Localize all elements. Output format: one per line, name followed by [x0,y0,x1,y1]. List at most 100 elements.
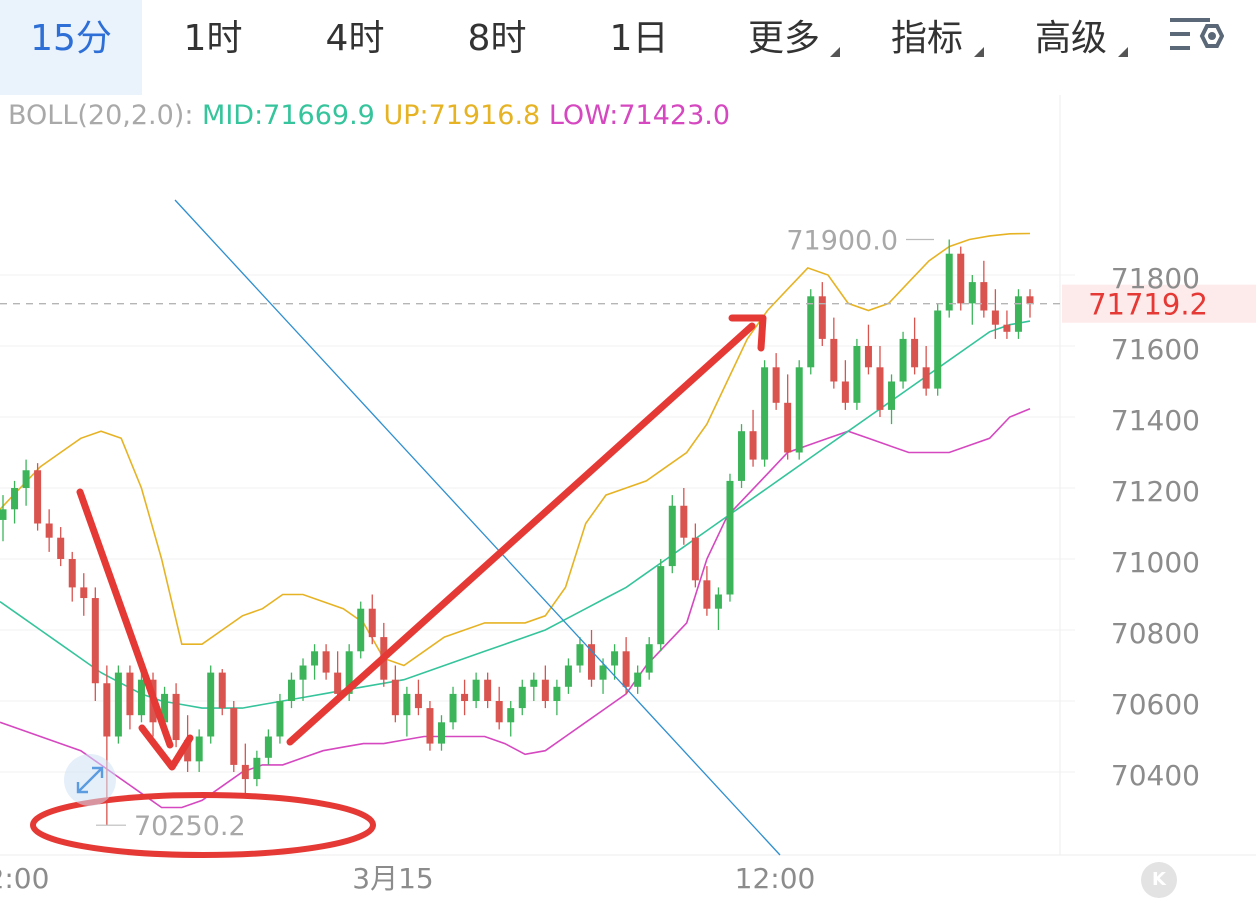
candle-body [784,402,792,453]
low-point-ellipse [30,792,376,858]
candle [45,509,53,552]
candle-body [668,505,676,567]
tab-advanced[interactable]: 高级 [1028,0,1128,95]
chart-settings-icon[interactable] [1170,12,1225,60]
candle-body [1014,296,1022,332]
candlestick-chart[interactable]: 71719.2 71900.0 70250.2 71800 71600 71400 712… [0,95,1256,895]
tab-label: 1时 [183,18,243,59]
candle-body [368,608,376,638]
tab-1h[interactable]: 1时 [142,0,284,95]
candle-body [991,310,999,325]
tab-4h[interactable]: 4时 [284,0,426,95]
candle [645,637,653,680]
candle [334,651,342,701]
candle-body [172,693,180,741]
candle-body [345,651,353,694]
candle-body [611,651,619,666]
y-tick-label: 71600 [1111,333,1200,366]
tab-indicators[interactable]: 指标 [884,0,984,95]
x-axis: 2:00 3月15 12:00 [0,862,815,895]
candle [807,289,815,375]
candle-body [726,480,734,595]
timeframe-tabbar: 15分 1时 4时 8时 1日 更多 指标 高级 [0,0,1256,95]
candle-body [507,708,515,723]
candle [253,750,261,787]
y-tick-label: 70800 [1111,617,1200,650]
y-tick-label: 71000 [1111,546,1200,579]
candle-body [11,488,19,510]
candle [784,374,792,460]
candle [1003,310,1011,339]
boll-up: UP:71916.8 [383,100,541,131]
candle-body [357,608,365,652]
candle [830,317,838,389]
tab-label: 1日 [609,18,669,59]
candle [634,665,642,694]
tab-label: 高级 [1034,18,1107,59]
dropdown-caret-icon [974,47,984,57]
candle [738,424,746,488]
candle-body [184,740,192,762]
candle-body [322,651,330,673]
candle-body [137,679,145,716]
candle-body [195,736,203,762]
candle-body [934,310,942,389]
candle-body [253,757,261,780]
candle-body [461,693,469,701]
candle [322,644,330,680]
candle-body [299,665,307,680]
candle-body [103,683,111,737]
candle-body [945,253,953,311]
candle [68,551,76,602]
candle-body [795,367,803,453]
candle-body [657,566,665,645]
down-arrow-shaft [76,488,174,749]
tab-label: 4时 [325,18,385,59]
x-tick-label: 3月15 [352,862,433,895]
tab-label: 8时 [467,18,527,59]
candle-body [761,367,769,460]
candle-body [1003,324,1011,332]
boll-legend: BOLL(20,2.0): MID:71669.9 UP:71916.8 LOW… [8,100,730,131]
candle [795,360,803,460]
candle [888,374,896,425]
candle [426,701,434,751]
candle-body [34,470,42,524]
candle [0,495,7,542]
candle-body [126,672,134,716]
candle [622,637,630,694]
y-tick-label: 70600 [1111,688,1200,721]
tab-more[interactable]: 更多 [742,0,840,95]
bollinger-bands [0,232,1031,809]
candle-body [876,367,884,410]
candle [553,679,561,716]
candle-body [91,598,99,684]
candle [714,587,722,630]
candle [137,672,145,723]
candle [899,331,907,389]
tab-1d[interactable]: 1日 [568,0,710,95]
candle [680,488,688,545]
annotations: 71719.2 71900.0 70250.2 [0,199,1256,858]
candle [230,701,238,772]
candle [1014,289,1022,339]
candle-body [622,651,630,687]
tab-8h[interactable]: 8时 [426,0,568,95]
candle [449,686,457,730]
boll-mid-line [0,320,1031,709]
candle [11,480,19,524]
candle [876,346,884,417]
candle-body [807,296,815,368]
candle-body [311,651,319,666]
candle [287,672,295,709]
y-tick-label: 71200 [1111,475,1200,508]
tab-15min[interactable]: 15分 [0,0,142,95]
collapse-button[interactable]: K [1141,862,1177,898]
candle [841,360,849,410]
candle-body [218,672,226,709]
candle-body [449,693,457,723]
candle [34,463,42,531]
candle [241,743,249,794]
candle [368,594,376,645]
candle [484,672,492,709]
